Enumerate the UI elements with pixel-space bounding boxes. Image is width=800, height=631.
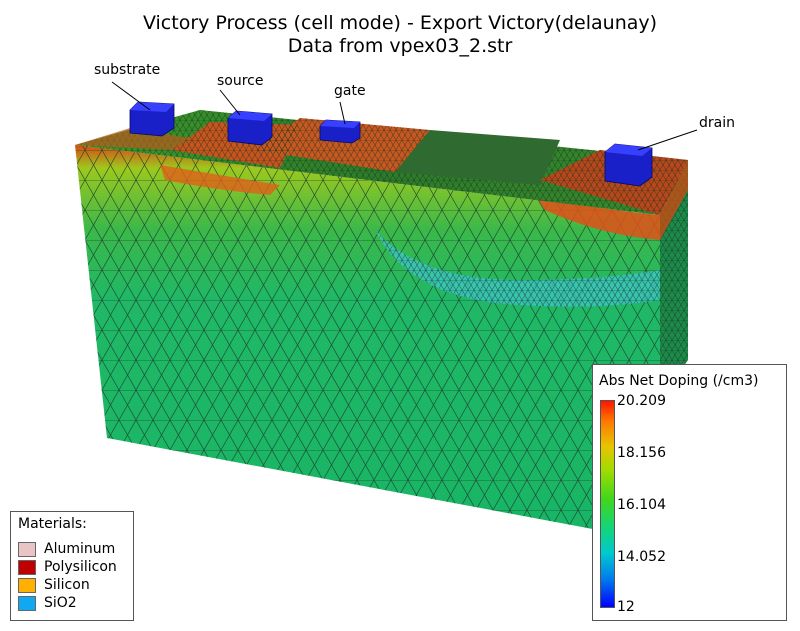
material-name: Silicon: [44, 577, 90, 593]
polysilicon-swatch: [18, 560, 36, 575]
colorbar-tick-min: 12: [617, 599, 635, 615]
label-drain: drain: [699, 115, 735, 131]
material-name: Aluminum: [44, 541, 116, 557]
materials-legend: Materials: Aluminum Polysilicon Silicon …: [10, 511, 134, 621]
contact-gate: [319, 119, 361, 144]
label-source: source: [217, 73, 264, 89]
label-gate: gate: [334, 83, 366, 99]
doping-colorbar: [600, 400, 615, 608]
colorbar-tick: 18.156: [617, 445, 666, 461]
colorbar-tick: 16.104: [617, 497, 666, 513]
device-front-face: [75, 145, 660, 530]
material-name: Polysilicon: [44, 559, 117, 575]
colorbar-tick: 14.052: [617, 549, 666, 565]
title-line-1: Victory Process (cell mode) - Export Vic…: [142, 12, 658, 34]
doping-colorbar-legend: Abs Net Doping (/cm3) 20.209 18.156 16.1…: [592, 364, 787, 621]
colorbar-tick-max: 20.209: [617, 393, 666, 409]
device-side-face: [660, 160, 688, 400]
silicon-swatch: [18, 578, 36, 593]
contact-drain: [604, 143, 653, 187]
sio2-swatch: [18, 596, 36, 611]
material-name: SiO2: [44, 595, 77, 611]
title-line-2: Data from vpex03_2.str: [287, 35, 513, 57]
aluminum-swatch: [18, 542, 36, 557]
doping-legend-title: Abs Net Doping (/cm3): [599, 373, 759, 389]
label-leaders: [111, 81, 698, 151]
contact-substrate: [129, 101, 175, 137]
contact-source: [227, 110, 273, 146]
label-substrate: substrate: [94, 62, 161, 78]
materials-legend-title: Materials:: [18, 516, 87, 532]
